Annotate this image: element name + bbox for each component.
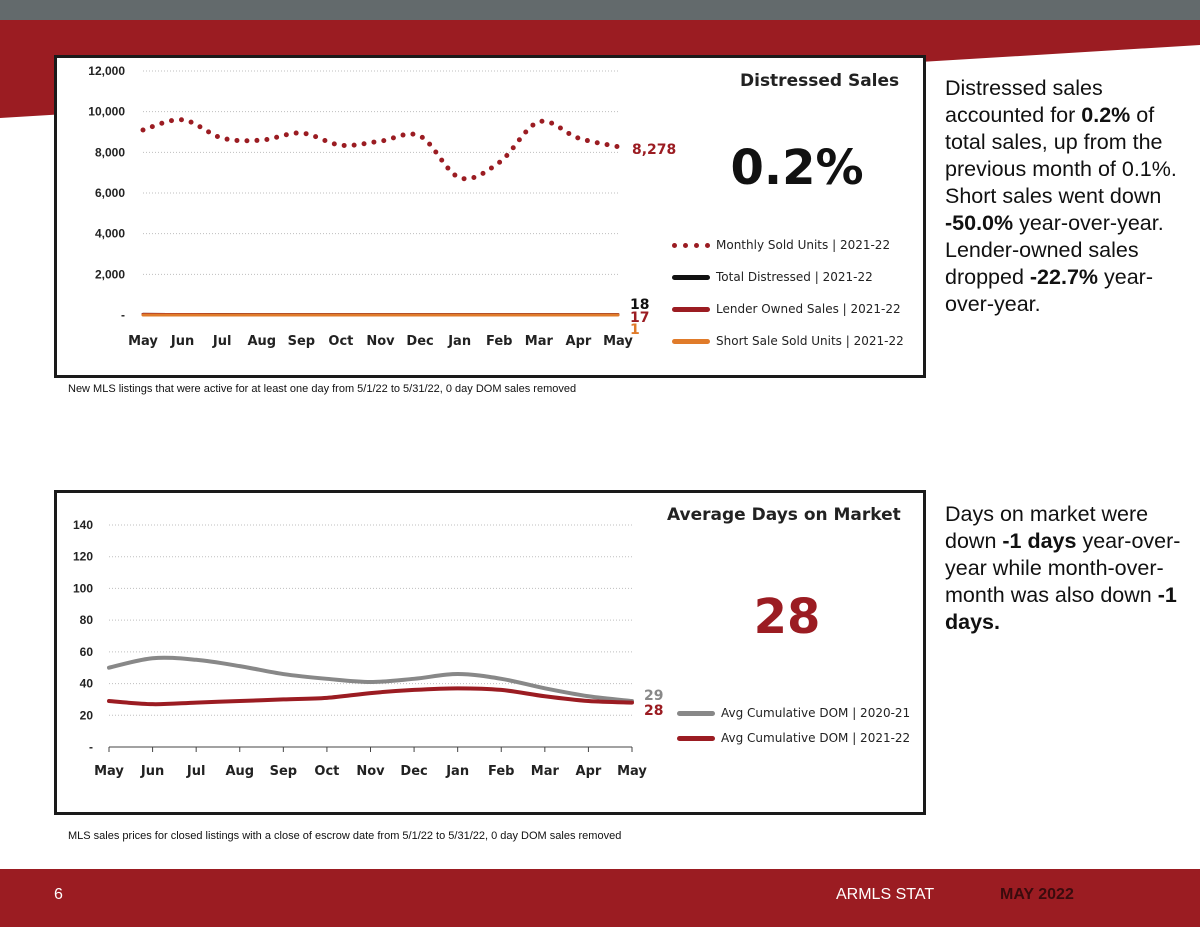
page-number: 6 [54, 886, 63, 903]
x-tick-label: Oct [314, 764, 339, 779]
x-tick-label: Apr [576, 764, 602, 779]
legend-swatch [672, 306, 710, 312]
distressed-sales-chart: - 2,000 4,000 6,000 8,000 10,000 12,000 May Jun J… [88, 64, 676, 349]
legend-label: Total Distressed | 2021-22 [716, 270, 873, 284]
days-on-market-footnote: MLS sales prices for closed listings wit… [68, 830, 622, 842]
y-tick-label: 10,000 [88, 105, 125, 119]
series-line [140, 117, 621, 182]
x-tick-label: Aug [225, 764, 254, 779]
distressed-summary-segment: 0.2% [1081, 103, 1131, 127]
legend-swatch [672, 338, 710, 344]
days-on-market-panel: - 20 40 60 80 100 120 140 May Jun Jul Aug Sep Oct Nov D… [54, 490, 926, 815]
x-tick-label: Mar [531, 764, 560, 779]
distressed-summary-segment: Distressed sales accounted for [945, 76, 1103, 127]
distressed-summary-segment: year- over-year. [945, 265, 1153, 316]
legend-item: Avg Cumulative DOM | 2021-22 [677, 731, 910, 745]
days-on-market-chart: - 20 40 60 80 100 120 140 May Jun Jul Aug Sep Oct Nov D… [73, 518, 664, 779]
dom-summary-segment: year-over-year while month-over-month wa… [945, 529, 1181, 607]
dom-summary-segment: Days on market were down [945, 502, 1149, 553]
x-tick-label: May [617, 764, 647, 779]
y-tick-label: 60 [80, 645, 94, 659]
y-tick-label: 120 [73, 550, 93, 564]
series-end-label: 8,278 [632, 142, 676, 158]
x-tick-label: Nov [356, 764, 385, 779]
legend-label: Avg Cumulative DOM | 2021-22 [721, 731, 911, 745]
x-tick-label: Jan [447, 334, 471, 349]
top-gray-bar [0, 0, 1200, 20]
y-tick-label: 80 [80, 613, 94, 627]
x-tick-label: Sep [288, 334, 316, 349]
x-tick-label: Sep [270, 764, 298, 779]
footer-brand: ARMLS STAT [836, 886, 935, 903]
x-tick-label: May [94, 764, 124, 779]
series-end-label: 18 [630, 297, 649, 313]
legend-item: Short Sale Sold Units | 2021-22 [672, 334, 904, 348]
legend-swatch [677, 735, 715, 741]
distressed-summary-segment: year-over-year. Lender-owned sales dropp… [945, 211, 1164, 289]
x-tick-label: Dec [406, 334, 433, 349]
x-tick-label: May [603, 334, 633, 349]
x-tick-label: Nov [366, 334, 395, 349]
days-on-market-title: Average Days on Market [667, 505, 901, 525]
x-tick-label: Feb [488, 764, 514, 779]
footer-date: MAY 2022 [1000, 886, 1074, 903]
x-tick-label: Jul [212, 334, 232, 349]
days-on-market-summary: Days on market were down -1 days year-ov… [945, 501, 1185, 636]
legend-swatch [672, 274, 710, 280]
distressed-sales-panel: - 2,000 4,000 6,000 8,000 10,000 12,000 May Jun J… [54, 55, 926, 378]
y-tick-label: 140 [73, 518, 93, 532]
footer-bar [0, 869, 1200, 927]
legend-item: Lender Owned Sales | 2021-22 [672, 302, 901, 316]
y-tick-label: - [121, 308, 125, 322]
days-on-market-value: 28 [753, 589, 821, 645]
y-tick-label: - [89, 740, 93, 754]
x-tick-label: Jun [140, 764, 164, 779]
x-tick-label: Aug [247, 334, 276, 349]
legend-item: Monthly Sold Units | 2021-22 [672, 238, 890, 252]
y-tick-label: 12,000 [88, 64, 125, 78]
series-end-label: 29 [644, 688, 663, 704]
x-tick-label: Dec [400, 764, 427, 779]
legend-swatch [672, 242, 710, 248]
distressed-summary-segment: -22.7% [1029, 265, 1099, 289]
y-tick-label: 8,000 [95, 145, 125, 159]
y-tick-label: 100 [73, 581, 93, 595]
series-end-label: 1 [630, 322, 640, 338]
x-tick-label: Feb [486, 334, 512, 349]
x-tick-label: May [128, 334, 158, 349]
x-tick-label: Jul [186, 764, 206, 779]
distressed-sales-footnote: New MLS listings that were active for at… [68, 383, 577, 395]
x-tick-label: Jan [445, 764, 469, 779]
legend-label: Monthly Sold Units | 2021-22 [716, 238, 891, 252]
legend-label: Short Sale Sold Units | 2021-22 [716, 334, 904, 348]
legend-item: Total Distressed | 2021-22 [672, 270, 873, 284]
distressed-sales-percent: 0.2% [730, 140, 864, 196]
dom-summary-segment: -1 days. [945, 583, 1177, 634]
y-tick-label: 40 [80, 677, 94, 691]
y-tick-label: 2,000 [95, 267, 125, 281]
legend-label: Lender Owned Sales | 2021-22 [716, 302, 901, 316]
distressed-sales-title: Distressed Sales [740, 71, 900, 91]
distressed-summary-segment: of total sales, up from the previous mon… [945, 103, 1177, 208]
legend-item: Avg Cumulative DOM | 2020-21 [677, 706, 910, 720]
x-tick-label: Mar [525, 334, 554, 349]
distressed-sales-summary: Distressed sales accounted for 0.2% of t… [945, 75, 1185, 318]
series-line [107, 686, 634, 707]
dom-summary-segment: -1 days [1002, 529, 1077, 553]
x-tick-label: Oct [328, 334, 353, 349]
y-tick-label: 6,000 [95, 186, 125, 200]
y-tick-label: 4,000 [95, 227, 125, 241]
series-end-label: 28 [644, 703, 663, 719]
distressed-summary-segment: -50.0% [945, 211, 1014, 235]
series-end-label: 17 [630, 310, 649, 326]
series-line [107, 655, 634, 704]
x-tick-label: Jun [170, 334, 194, 349]
legend-label: Avg Cumulative DOM | 2020-21 [721, 706, 911, 720]
x-tick-label: Apr [566, 334, 592, 349]
legend-swatch [677, 710, 715, 716]
y-tick-label: 20 [80, 708, 94, 722]
